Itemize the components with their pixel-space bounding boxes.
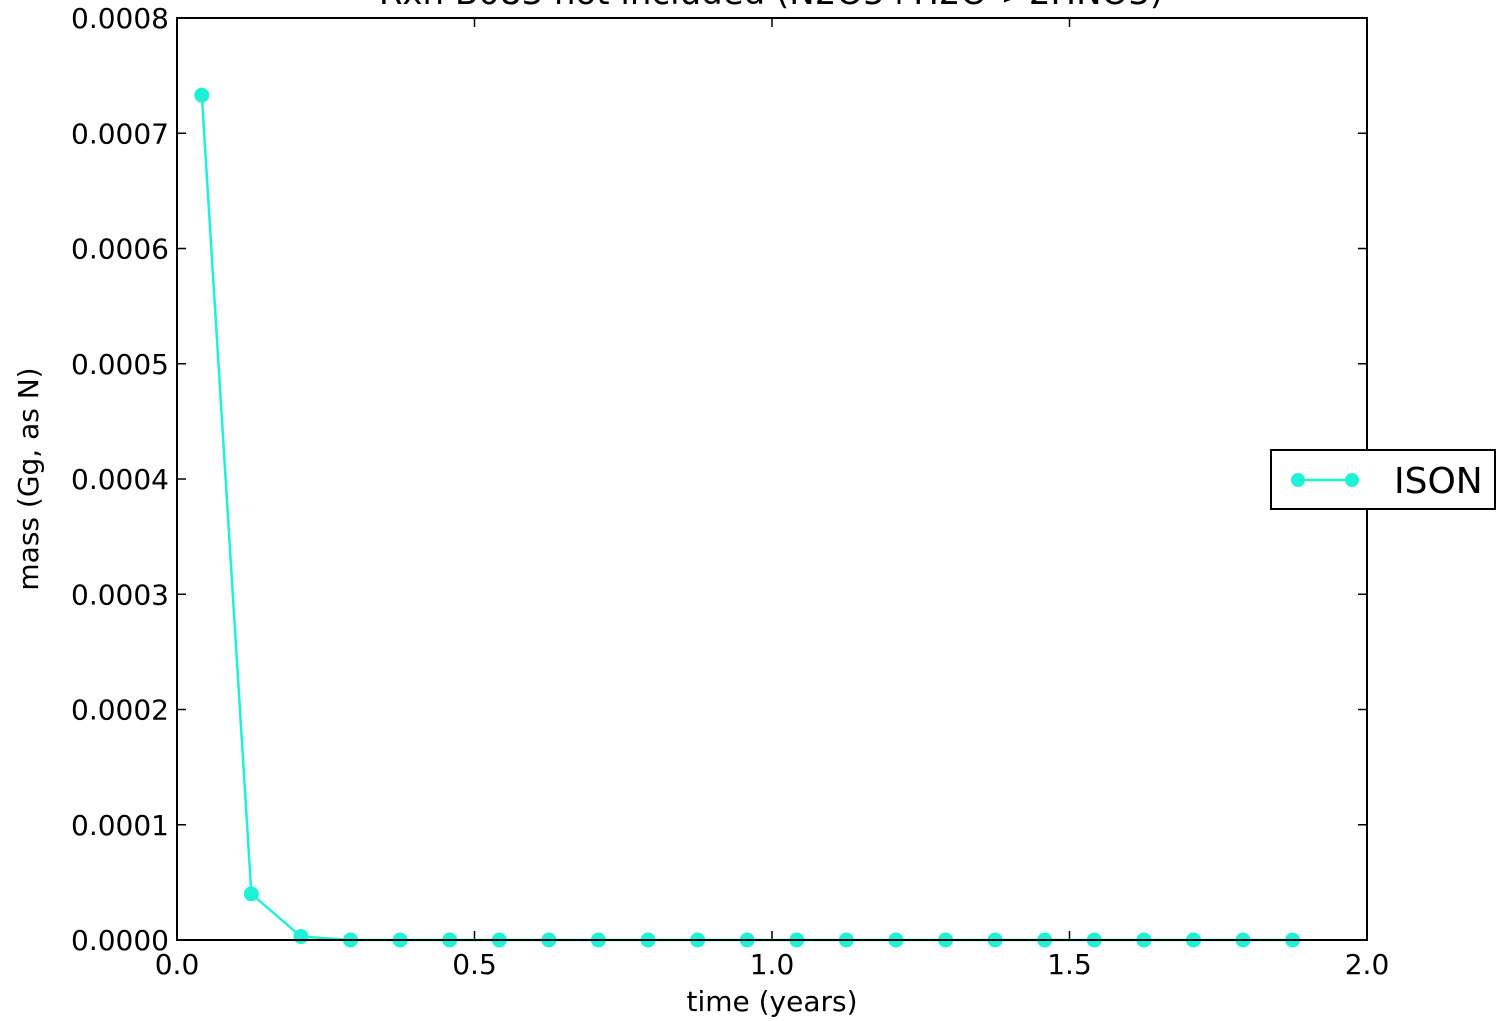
legend: ISON (1270, 449, 1496, 510)
legend-marker (1291, 473, 1305, 487)
x-tick-label: 0.0 (155, 948, 200, 981)
x-tick-label: 1.5 (1047, 948, 1092, 981)
y-axis-ticks: 0.0000 0.0001 0.0002 0.0003 0.0004 0.0005 0.00… (71, 2, 1367, 957)
y-tick-label: 0.0004 (71, 463, 169, 496)
plot-area (177, 18, 1367, 940)
chart-title: Rxn B083 not included (N2O5+H2O->2HNO3) (379, 0, 1163, 13)
x-tick-label: 1.0 (750, 948, 795, 981)
x-axis-title: time (years) (686, 985, 857, 1018)
legend-label: ISON (1394, 461, 1483, 502)
x-tick-label: 2.0 (1345, 948, 1390, 981)
y-tick-label: 0.0003 (71, 578, 169, 611)
x-axis-ticks: 0.0 0.5 1.0 1.5 2.0 (155, 18, 1390, 981)
legend-marker (1345, 473, 1359, 487)
data-point (243, 886, 259, 902)
y-tick-label: 0.0002 (71, 694, 169, 727)
y-tick-label: 0.0000 (71, 924, 169, 957)
y-tick-label: 0.0007 (71, 117, 169, 150)
y-tick-label: 0.0008 (71, 2, 169, 35)
x-tick-label: 0.5 (452, 948, 497, 981)
y-tick-label: 0.0005 (71, 348, 169, 381)
y-tick-label: 0.0001 (71, 809, 169, 842)
data-point (194, 87, 210, 103)
y-axis-title: mass (Gg, as N) (12, 367, 45, 590)
data-point (293, 929, 309, 945)
y-tick-label: 0.0006 (71, 233, 169, 266)
